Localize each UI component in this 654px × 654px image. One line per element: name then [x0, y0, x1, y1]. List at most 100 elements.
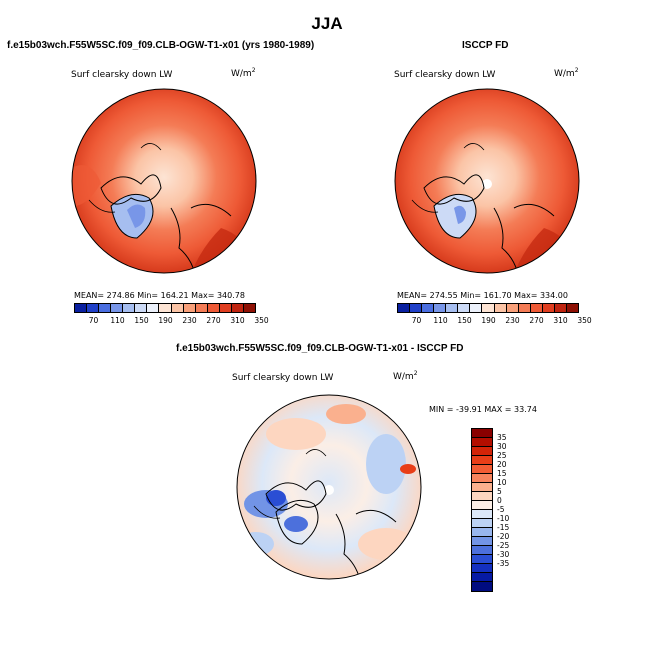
- colorbar-swatch: [446, 304, 459, 312]
- diff-units-label: W/m2: [393, 370, 418, 382]
- colorbar-swatch: [472, 456, 492, 465]
- colorbar-swatch: [472, 465, 492, 474]
- colorbar-swatch: [472, 555, 492, 564]
- colorbar-swatch: [472, 438, 492, 447]
- diff-stats: MIN = -39.91 MAX = 33.74: [429, 405, 537, 414]
- colorbar-swatch: [530, 304, 543, 312]
- colorbar-swatch: [506, 304, 519, 312]
- colorbar-swatch: [554, 304, 567, 312]
- model-polar-map: [71, 88, 257, 274]
- colorbar-swatch: [135, 304, 148, 312]
- colorbar-swatch: [195, 304, 208, 312]
- colorbar-swatch: [472, 447, 492, 456]
- colorbar-tick-label: -20: [497, 532, 510, 541]
- obs-colorbar: [397, 303, 579, 313]
- colorbar-tick-label: 70: [411, 316, 422, 325]
- model-variable-label: Surf clearsky down LW: [71, 70, 173, 80]
- colorbar-tick-label: -5: [497, 505, 505, 514]
- colorbar-swatch: [472, 510, 492, 519]
- diff-colorbar: [471, 428, 493, 592]
- obs-polar-map: [394, 88, 580, 274]
- colorbar-swatch: [472, 519, 492, 528]
- colorbar-tick-label: 110: [433, 316, 448, 325]
- colorbar-swatch: [472, 564, 492, 573]
- colorbar-tick-label: 110: [110, 316, 125, 325]
- diff-variable-label: Surf clearsky down LW: [232, 373, 334, 383]
- colorbar-swatch: [410, 304, 423, 312]
- model-colorbar-ticks: 70 110 150 190 230 270 310 350: [86, 316, 278, 325]
- colorbar-tick-label: 270: [206, 316, 221, 325]
- obs-stats: MEAN= 274.55 Min= 161.70 Max= 334.00: [397, 291, 568, 300]
- colorbar-swatch: [472, 483, 492, 492]
- colorbar-swatch: [472, 546, 492, 555]
- colorbar-swatch: [123, 304, 136, 312]
- colorbar-tick-label: 150: [134, 316, 149, 325]
- colorbar-tick-label: 230: [182, 316, 197, 325]
- colorbar-tick-label: 190: [481, 316, 496, 325]
- colorbar-swatch: [458, 304, 471, 312]
- colorbar-swatch: [422, 304, 435, 312]
- colorbar-swatch: [183, 304, 196, 312]
- colorbar-tick-label: -15: [497, 523, 510, 532]
- colorbar-tick-label: 270: [529, 316, 544, 325]
- colorbar-swatch: [159, 304, 172, 312]
- obs-colorbar-ticks: 70 110 150 190 230 270 310 350: [409, 316, 601, 325]
- colorbar-swatch: [99, 304, 112, 312]
- colorbar-swatch: [171, 304, 184, 312]
- colorbar-swatch: [472, 582, 492, 591]
- colorbar-swatch: [87, 304, 100, 312]
- model-panel-title: f.e15b03wch.F55W5SC.f09_f09.CLB-OGW-T1-x…: [7, 40, 315, 51]
- colorbar-swatch: [219, 304, 232, 312]
- colorbar-swatch: [75, 304, 88, 312]
- obs-panel-title: ISCCP FD: [462, 40, 509, 51]
- colorbar-swatch: [231, 304, 244, 312]
- colorbar-tick-label: -10: [497, 514, 510, 523]
- colorbar-tick-label: 25: [497, 451, 507, 460]
- colorbar-swatch: [207, 304, 220, 312]
- colorbar-tick-label: -25: [497, 541, 510, 550]
- colorbar-swatch: [472, 537, 492, 546]
- colorbar-tick-label: 190: [158, 316, 173, 325]
- diff-panel-title: f.e15b03wch.F55W5SC.f09_f09.CLB-OGW-T1-x…: [176, 343, 464, 354]
- colorbar-swatch: [111, 304, 124, 312]
- model-stats: MEAN= 274.86 Min= 164.21 Max= 340.78: [74, 291, 245, 300]
- colorbar-swatch: [566, 304, 578, 312]
- colorbar-swatch: [147, 304, 160, 312]
- colorbar-swatch: [472, 492, 492, 501]
- colorbar-tick-label: 150: [457, 316, 472, 325]
- colorbar-swatch: [243, 304, 255, 312]
- colorbar-tick-label: -30: [497, 550, 510, 559]
- colorbar-tick-label: 20: [497, 460, 507, 469]
- colorbar-swatch: [398, 304, 411, 312]
- colorbar-swatch: [472, 573, 492, 582]
- colorbar-swatch: [472, 474, 492, 483]
- colorbar-tick-label: 0: [497, 496, 502, 505]
- colorbar-tick-label: 350: [577, 316, 592, 325]
- colorbar-tick-label: 35: [497, 433, 507, 442]
- model-colorbar: [74, 303, 256, 313]
- colorbar-tick-label: 70: [88, 316, 99, 325]
- colorbar-swatch: [494, 304, 507, 312]
- colorbar-tick-label: -35: [497, 559, 510, 568]
- colorbar-tick-label: 230: [505, 316, 520, 325]
- colorbar-swatch: [542, 304, 555, 312]
- colorbar-tick-label: 30: [497, 442, 507, 451]
- obs-variable-label: Surf clearsky down LW: [394, 70, 496, 80]
- colorbar-tick-label: 15: [497, 469, 507, 478]
- diff-polar-map: [236, 394, 422, 580]
- colorbar-tick-label: 5: [497, 487, 502, 496]
- colorbar-swatch: [482, 304, 495, 312]
- colorbar-tick-label: 10: [497, 478, 507, 487]
- obs-units-label: W/m2: [554, 67, 579, 79]
- colorbar-tick-label: 310: [230, 316, 245, 325]
- colorbar-swatch: [472, 528, 492, 537]
- model-units-label: W/m2: [231, 67, 256, 79]
- main-title: JJA: [311, 14, 343, 33]
- colorbar-tick-label: 350: [254, 316, 269, 325]
- colorbar-swatch: [472, 501, 492, 510]
- colorbar-swatch: [434, 304, 447, 312]
- colorbar-swatch: [472, 429, 492, 438]
- colorbar-swatch: [470, 304, 483, 312]
- colorbar-tick-label: 310: [553, 316, 568, 325]
- colorbar-swatch: [518, 304, 531, 312]
